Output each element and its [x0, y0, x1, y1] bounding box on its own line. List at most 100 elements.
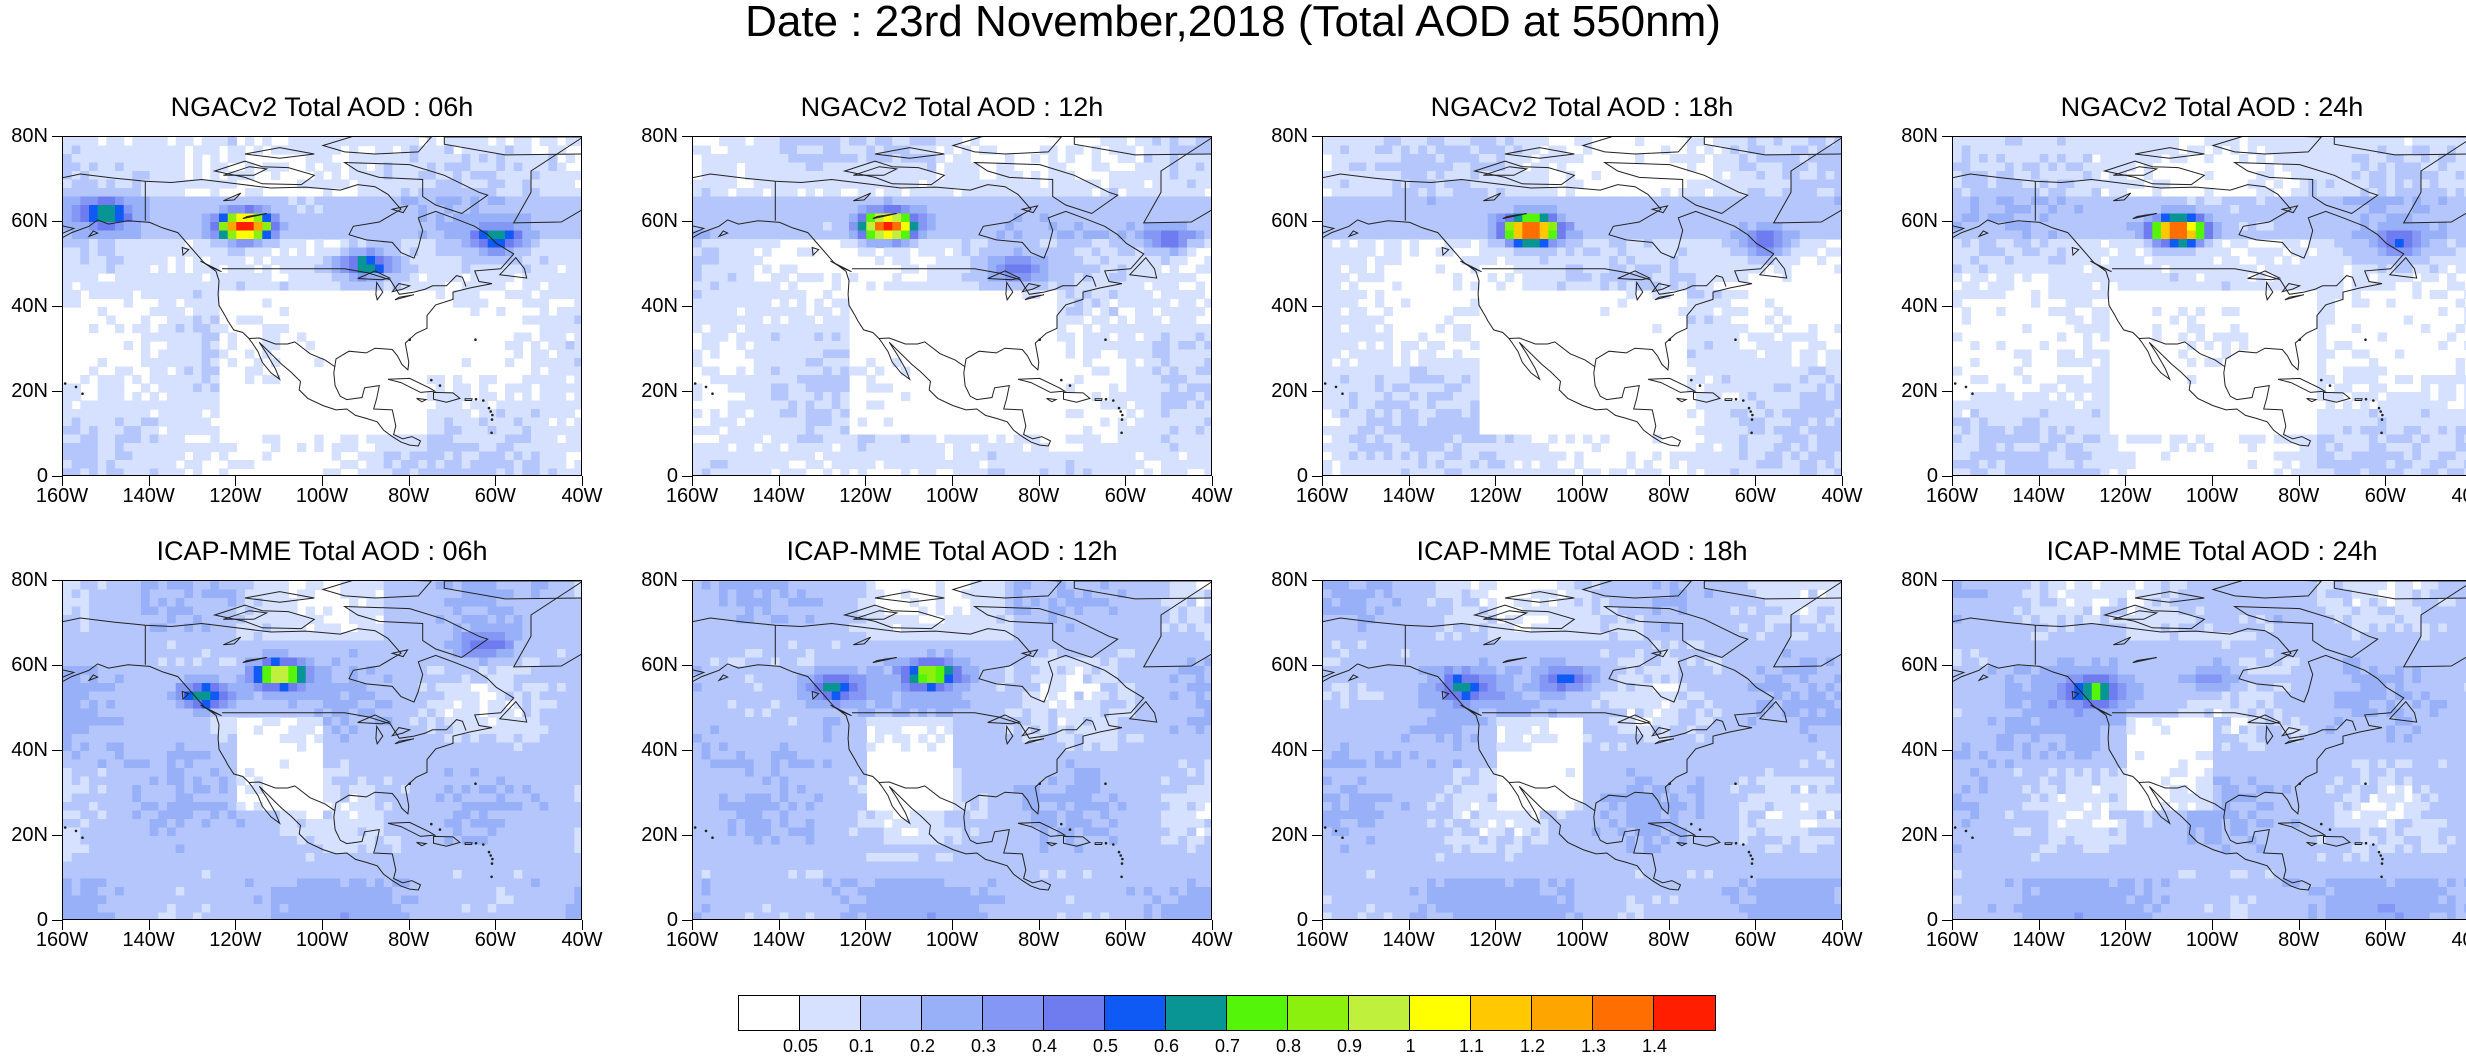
- aod-cell: [831, 205, 841, 215]
- aod-cell: [719, 213, 729, 223]
- aod-cell: [1375, 426, 1385, 436]
- aod-cell: [1765, 171, 1775, 181]
- aod-cell: [1669, 273, 1679, 283]
- aod-cell: [1695, 307, 1705, 317]
- aod-cell: [115, 179, 125, 189]
- aod-cell: [1756, 222, 1766, 232]
- aod-cell: [1013, 205, 1023, 215]
- small-island: [1742, 399, 1745, 402]
- aod-cell: [935, 179, 945, 189]
- aod-cell: [132, 375, 142, 385]
- aod-cell: [1487, 213, 1497, 223]
- aod-cell: [366, 205, 376, 215]
- aod-cell: [574, 196, 581, 206]
- aod-cell: [1704, 179, 1714, 189]
- aod-cell: [797, 213, 807, 223]
- island-outline: [1647, 377, 1697, 393]
- aod-cell: [719, 196, 729, 206]
- aod-cell: [513, 162, 523, 172]
- aod-cell: [1375, 196, 1385, 206]
- aod-cell: [1409, 213, 1419, 223]
- aod-cell: [788, 213, 798, 223]
- border-line: [222, 268, 467, 295]
- aod-cell: [762, 392, 772, 402]
- aod-cell: [710, 460, 720, 470]
- aod-cell: [513, 188, 523, 198]
- aod-cell: [1349, 460, 1359, 470]
- aod-cell: [193, 230, 203, 240]
- aod-cell: [1366, 222, 1376, 232]
- aod-cell: [1366, 137, 1376, 147]
- aod-cell: [1470, 426, 1480, 436]
- aod-cell: [409, 188, 419, 198]
- aod-cell: [97, 171, 107, 181]
- aod-cell: [531, 298, 541, 308]
- aod-cell: [1747, 392, 1757, 402]
- aod-cell: [840, 298, 850, 308]
- aod-cell: [444, 188, 454, 198]
- aod-cell: [987, 264, 997, 274]
- aod-cell: [1195, 222, 1205, 232]
- aod-cell: [831, 332, 841, 342]
- aod-cell: [427, 137, 437, 147]
- aod-cell: [1340, 375, 1350, 385]
- aod-cell: [184, 213, 194, 223]
- aod-cell: [97, 290, 107, 300]
- aod-cell: [857, 205, 867, 215]
- aod-cell: [1505, 434, 1515, 444]
- aod-cell: [1444, 392, 1454, 402]
- aod-cell: [479, 154, 489, 164]
- aod-cell: [1349, 179, 1359, 189]
- aod-cell: [831, 230, 841, 240]
- aod-cell: [574, 460, 581, 470]
- aod-cell: [565, 256, 575, 266]
- aod-cell: [1074, 239, 1084, 249]
- aod-cell: [1349, 196, 1359, 206]
- aod-cell: [392, 247, 402, 257]
- aod-cell: [840, 213, 850, 223]
- aod-cell: [1617, 264, 1627, 274]
- aod-cell: [1065, 213, 1075, 223]
- aod-cell: [693, 426, 703, 436]
- panel-title: NGACv2 Total AOD : 18h: [1430, 92, 1734, 122]
- aod-cell: [219, 451, 229, 461]
- aod-cell: [883, 188, 893, 198]
- aod-cell: [496, 409, 506, 419]
- aod-cell: [1383, 383, 1393, 393]
- aod-cell: [727, 196, 737, 206]
- aod-cell: [953, 230, 963, 240]
- aod-cell: [1401, 434, 1411, 444]
- aod-cell: [487, 247, 497, 257]
- aod-cell: [1109, 179, 1119, 189]
- aod-cell: [392, 213, 402, 223]
- aod-cell: [1048, 213, 1058, 223]
- aod-cell: [1661, 256, 1671, 266]
- aod-cell: [323, 196, 333, 206]
- aod-cell: [123, 196, 133, 206]
- aod-cell: [701, 179, 711, 189]
- aod-cell: [115, 443, 125, 453]
- aod-cell: [857, 230, 867, 240]
- aod-cell: [97, 247, 107, 257]
- aod-cell: [727, 451, 737, 461]
- aod-cell: [167, 230, 177, 240]
- aod-cell: [305, 213, 315, 223]
- aod-cell: [1383, 426, 1393, 436]
- aod-cell: [210, 324, 220, 334]
- aod-cell: [193, 298, 203, 308]
- aod-cell: [814, 145, 824, 155]
- aod-cell: [574, 247, 581, 257]
- aod-cell: [970, 239, 980, 249]
- aod-cell: [453, 290, 463, 300]
- aod-cell: [701, 205, 711, 215]
- aod-cell: [401, 162, 411, 172]
- aod-cell: [1487, 468, 1497, 475]
- aod-cell: [1479, 443, 1489, 453]
- aod-cell: [1721, 298, 1731, 308]
- aod-cell: [349, 460, 359, 470]
- aod-cell: [762, 171, 772, 181]
- aod-cell: [106, 468, 116, 475]
- aod-cell: [1825, 375, 1835, 385]
- aod-cell: [1161, 417, 1171, 427]
- aod-cell: [1834, 409, 1841, 419]
